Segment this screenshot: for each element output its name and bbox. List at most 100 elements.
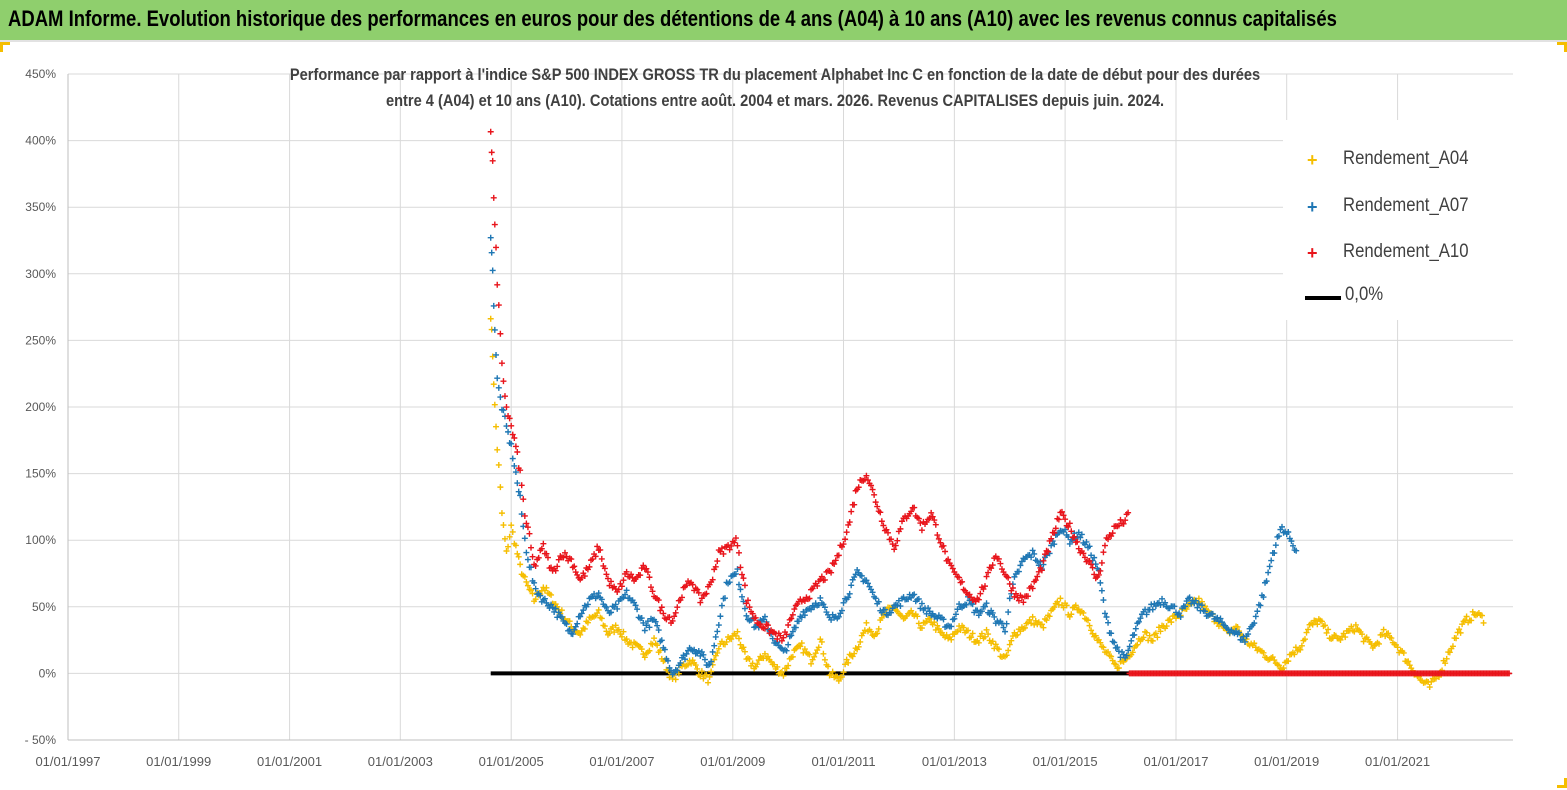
data-point	[578, 574, 585, 581]
data-point	[981, 603, 988, 610]
data-point	[589, 556, 596, 563]
data-point	[1285, 528, 1292, 535]
data-point	[649, 641, 656, 648]
data-point	[581, 573, 588, 580]
data-point	[888, 536, 895, 543]
data-point	[895, 597, 902, 604]
data-point	[1177, 613, 1184, 620]
x-tick-label: 01/01/2011	[811, 754, 875, 769]
data-point	[606, 630, 613, 637]
data-point	[1195, 595, 1202, 602]
data-point	[543, 584, 550, 591]
data-point	[1254, 608, 1261, 615]
y-tick-label: 150%	[25, 467, 56, 481]
series-zero-overlay	[1126, 670, 1513, 677]
data-point	[711, 642, 718, 649]
x-tick-label: 01/01/2007	[589, 754, 654, 769]
data-point	[518, 511, 525, 518]
data-point	[1109, 657, 1116, 664]
data-point	[677, 659, 684, 666]
data-point	[797, 643, 804, 650]
data-point	[1340, 630, 1347, 637]
data-point	[905, 596, 912, 603]
data-point	[789, 611, 796, 618]
data-point	[532, 585, 539, 592]
data-point	[728, 636, 735, 643]
data-point	[735, 581, 742, 588]
data-point	[1352, 621, 1359, 628]
data-point	[703, 590, 710, 597]
data-point	[586, 563, 593, 570]
data-point	[863, 619, 870, 626]
data-point	[1052, 525, 1059, 532]
data-point	[604, 575, 611, 582]
data-point	[1446, 649, 1453, 656]
data-point	[821, 604, 828, 611]
data-point	[1018, 558, 1025, 565]
data-point	[712, 633, 719, 640]
data-point	[864, 477, 871, 484]
data-point	[1017, 562, 1024, 569]
data-point	[568, 556, 575, 563]
data-point	[783, 631, 790, 638]
data-point	[774, 663, 781, 670]
data-point	[506, 533, 513, 540]
data-point	[949, 565, 956, 572]
data-point	[1005, 609, 1012, 616]
data-point	[740, 644, 747, 651]
data-point	[1086, 543, 1093, 550]
data-point	[872, 595, 879, 602]
data-point	[983, 626, 990, 633]
data-point	[1046, 613, 1053, 620]
x-axis-ticks: 01/01/1997 01/01/1999 01/01/2001 01/01/2003…	[35, 754, 1430, 769]
data-point	[838, 673, 845, 680]
data-point	[521, 573, 528, 580]
data-point	[1301, 636, 1308, 643]
data-point	[840, 541, 847, 548]
data-point	[986, 611, 993, 618]
data-point	[738, 571, 745, 578]
data-point	[761, 613, 768, 620]
data-point	[934, 622, 941, 629]
data-point	[618, 583, 625, 590]
data-point	[509, 455, 516, 462]
data-point	[532, 562, 539, 569]
data-point	[641, 627, 648, 634]
data-point	[1015, 597, 1022, 604]
data-point	[1176, 610, 1183, 617]
data-point	[618, 633, 625, 640]
data-point	[612, 601, 619, 608]
data-point	[581, 625, 588, 632]
data-point	[523, 520, 530, 527]
data-point	[1108, 653, 1115, 660]
data-point	[709, 648, 716, 655]
data-point	[744, 597, 751, 604]
data-point	[1305, 626, 1312, 633]
data-point	[1297, 646, 1304, 653]
data-point	[487, 315, 494, 322]
data-point	[594, 610, 601, 617]
data-point	[878, 518, 885, 525]
data-point	[497, 394, 504, 401]
data-point	[825, 663, 832, 670]
data-point	[1057, 595, 1064, 602]
data-point	[935, 535, 942, 542]
data-point	[493, 244, 500, 251]
data-point	[597, 546, 604, 553]
data-point	[598, 596, 605, 603]
data-point	[1025, 593, 1032, 600]
data-point	[680, 652, 687, 659]
data-point	[646, 647, 653, 654]
data-point	[761, 650, 768, 657]
data-point	[1080, 609, 1087, 616]
data-point	[828, 616, 835, 623]
data-point	[789, 653, 796, 660]
data-point	[985, 631, 992, 638]
data-point	[806, 651, 813, 658]
data-point	[1051, 541, 1058, 548]
data-point	[1245, 631, 1252, 638]
line-marker-icon	[1305, 296, 1341, 300]
data-point	[646, 624, 653, 631]
data-point	[603, 628, 610, 635]
data-point	[1129, 649, 1136, 656]
